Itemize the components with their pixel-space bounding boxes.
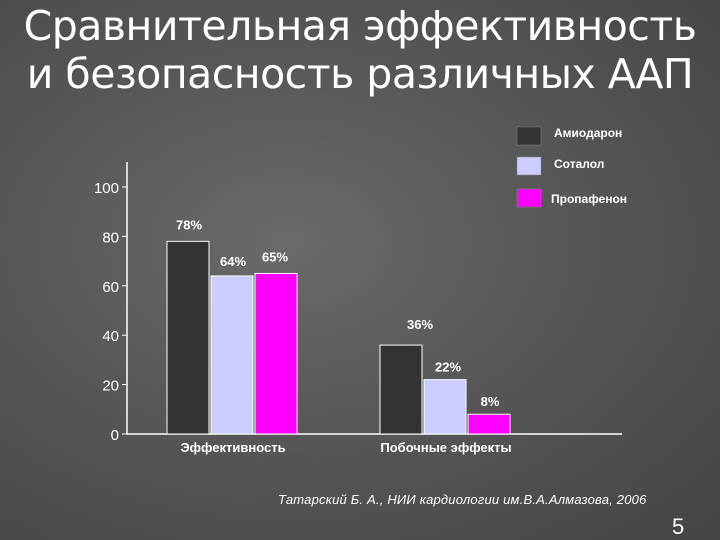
bar-value-label: 8%: [481, 394, 500, 409]
title-line-2: и безопасность различных ААП: [26, 50, 694, 98]
source-citation: Татарский Б. А., НИИ кардиологии им.В.А.…: [278, 492, 647, 507]
bar-value-label: 78%: [176, 217, 202, 232]
legend-label: Соталол: [554, 157, 604, 171]
y-tick-label: 20: [102, 378, 119, 395]
x-category-label: Эффективность: [180, 440, 285, 455]
title-line-1: Сравнительная эффективность: [23, 2, 697, 50]
bar: [210, 275, 254, 435]
legend-label: Пропафенон: [551, 192, 627, 206]
bar: [423, 379, 467, 435]
legend-swatch: [516, 188, 542, 208]
y-tick-label: 0: [111, 427, 119, 444]
slide-title: Сравнительная эффективность и безопаснос…: [0, 2, 720, 98]
y-tick-label: 80: [102, 229, 119, 246]
y-tick-label: 100: [94, 180, 119, 197]
bar-value-label: 36%: [407, 317, 433, 332]
bar: [254, 272, 298, 435]
legend-swatch: [516, 156, 542, 176]
bar: [166, 240, 210, 435]
bar-value-label: 65%: [262, 249, 288, 264]
page-number: 5: [672, 514, 685, 539]
bar: [379, 344, 423, 435]
y-tick-label: 40: [102, 328, 119, 345]
bar-value-label: 22%: [435, 360, 461, 375]
legend-swatch: [516, 126, 542, 146]
bar-value-label: 64%: [220, 254, 246, 269]
legend-label: Амиодарон: [554, 126, 622, 140]
x-category-label: Побочные эффекты: [380, 440, 511, 455]
bar: [467, 413, 511, 435]
y-tick-label: 60: [102, 279, 119, 296]
